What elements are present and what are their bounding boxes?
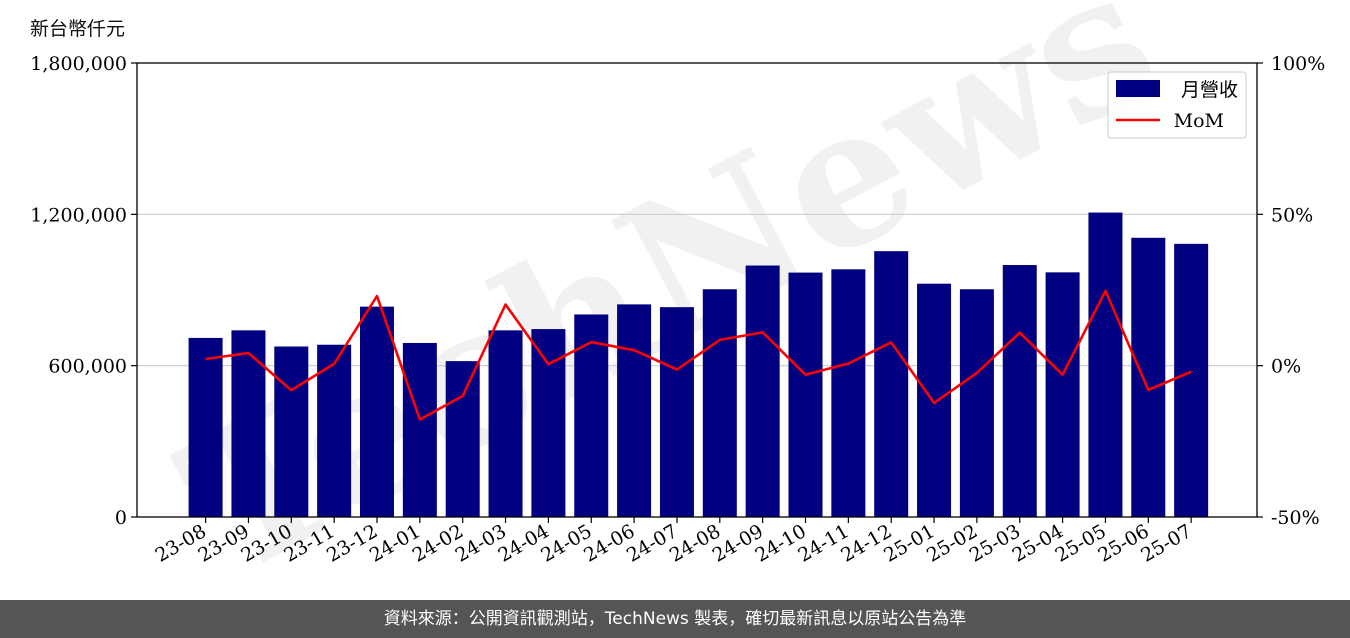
bar-25-05 (1088, 212, 1123, 517)
bar-24-04 (531, 329, 566, 517)
bar-24-02 (445, 361, 480, 517)
bar-24-01 (402, 342, 437, 517)
y-right-tick-label: -50% (1271, 507, 1320, 529)
y-left-tick-label: 600,000 (48, 356, 127, 378)
y-axis-title: 新台幣仟元 (30, 18, 126, 40)
bar-25-02 (959, 289, 994, 517)
bar-23-09 (231, 330, 266, 517)
bar-23-12 (360, 306, 394, 517)
y-right-tick-label: 50% (1271, 204, 1313, 226)
mom-line-series (205, 289, 1192, 421)
bar-25-06 (1131, 237, 1166, 518)
source-footer: 資料來源：公開資訊觀測站，TechNews 製表，確切最新訊息以原站公告為準 (0, 600, 1350, 638)
bar-23-08 (188, 337, 223, 517)
y-right-tick-label: 0% (1271, 356, 1301, 378)
bar-24-10 (788, 272, 823, 517)
x-tick-label: 25-07 (1137, 520, 1195, 566)
legend: 月營收 MoM (1107, 71, 1247, 139)
plot-frame (136, 62, 1258, 518)
legend-label-revenue: 月營收 (1181, 79, 1238, 101)
bar-25-01 (917, 283, 952, 517)
y-left-tick-label: 0 (115, 507, 127, 529)
y-axis-left: 0 600,000 1,200,000 1,800,000 (30, 53, 137, 529)
bar-24-11 (831, 269, 866, 517)
mom-line (205, 289, 1192, 421)
y-left-tick-label: 1,200,000 (30, 204, 127, 226)
legend-label-mom: MoM (1174, 110, 1224, 132)
bar-25-03 (1002, 265, 1037, 517)
bar-24-07 (659, 307, 694, 517)
bar-24-09 (745, 265, 780, 517)
y-right-tick-label: 100% (1271, 53, 1325, 75)
bar-series (188, 212, 1209, 518)
bar-24-12 (874, 251, 909, 517)
y-left-tick-label: 1,800,000 (30, 53, 127, 75)
bar-24-03 (488, 330, 523, 517)
legend-swatch-bar (1116, 80, 1160, 97)
bar-23-10 (274, 346, 309, 517)
bar-25-07 (1174, 243, 1209, 518)
bar-24-06 (617, 304, 652, 517)
bar-24-08 (702, 289, 737, 517)
y-axis-right: -50% 0% 50% 100% (1257, 53, 1325, 529)
bar-25-04 (1045, 272, 1080, 517)
bar-23-11 (317, 344, 352, 517)
